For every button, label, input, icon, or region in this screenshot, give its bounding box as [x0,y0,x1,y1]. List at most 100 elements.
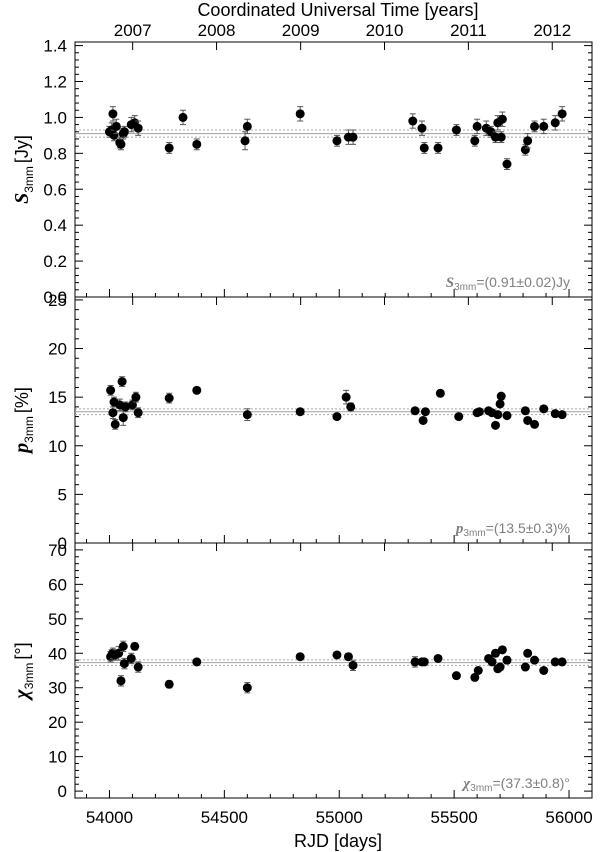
y-axis-symbol: S [11,193,33,204]
y-axis-unit: [Jy] [12,135,32,163]
y-tick-label: 0.6 [43,180,67,199]
data-point [118,413,128,423]
data-point [133,408,143,418]
data-point [242,410,252,420]
panel-flux: 0.00.20.40.60.81.01.21.4S3mm[Jy]S3mm=(0.… [11,37,593,307]
data-point [410,406,420,416]
data-point [242,683,252,693]
top-year-label: 2012 [533,21,571,40]
data-point [295,109,305,119]
data-point [472,121,482,131]
summary-annotation: χ3mm=(37.3±0.8)° [461,775,570,794]
panel-frame [74,296,593,544]
x-tick-label: 56000 [545,808,592,827]
data-point [110,419,120,429]
data-point [490,648,500,658]
y-axis-subscript: 3mm [22,416,36,443]
data-point [419,143,429,153]
summary-annotation: S3mm=(0.91±0.02)Jy [446,274,570,293]
data-point [523,415,533,425]
data-point [530,121,540,131]
data-point [178,112,188,122]
y-tick-label: 30 [48,679,67,698]
y-tick-label: 20 [48,713,67,732]
data-point [408,116,418,126]
data-point [118,641,128,651]
summary-symbol: χ [461,776,471,792]
data-point [520,145,530,155]
y-axis-symbol: p [11,443,33,455]
top-year-label: 2011 [450,21,487,40]
data-point [470,672,480,682]
data-point [502,655,512,665]
data-point [497,114,507,124]
data-point [192,385,202,395]
y-axis-unit: [%] [12,387,32,413]
data-point [348,132,358,142]
data-point [192,139,202,149]
summary-symbol: S [446,275,454,291]
x-axis-title: RJD [days] [294,831,382,851]
y-tick-label: 0.0 [43,288,67,307]
y-tick-label: 50 [48,610,67,629]
data-point [550,657,560,667]
y-tick-label: 1.4 [43,37,67,56]
data-point [119,127,129,137]
data-point [557,657,567,667]
data-point [130,641,140,651]
y-tick-label: 1.2 [43,73,67,92]
data-point [539,404,549,414]
y-tick-label: 10 [48,748,67,767]
y-tick-label: 0.8 [43,144,67,163]
y-tick-label: 0.4 [43,216,67,235]
summary-subscript: 3mm [454,282,476,293]
data-point [133,123,143,133]
x-tick-label: 54000 [86,808,133,827]
y-tick-label: 60 [48,575,67,594]
summary-subscript: 3mm [470,783,492,794]
data-point [420,407,430,417]
data-point [495,399,505,409]
y-axis-subscript: 3mm [22,663,36,690]
data-point [497,645,507,655]
data-point [106,385,116,395]
data-point [346,402,356,412]
top-time-axis: Coordinated Universal Time [years] 2007 2… [114,0,571,40]
top-year-label: 2007 [114,21,152,40]
data-point [502,159,512,169]
data-point [332,136,342,146]
data-point [192,657,202,667]
data-point [487,657,497,667]
data-point [451,671,461,681]
panel-frame [74,41,593,298]
data-point [496,391,506,401]
top-year-label: 2009 [282,21,320,40]
y-tick-label: 5 [58,485,67,504]
x-tick-label: 54500 [201,808,248,827]
summary-symbol: p [454,521,464,537]
data-point [530,655,540,665]
y-tick-label: 25 [48,291,67,310]
data-point [164,679,174,689]
y-tick-label: 0 [58,534,67,553]
data-point [454,412,464,422]
data-point [493,410,503,420]
data-point [557,410,567,420]
data-point [418,415,428,425]
y-tick-label: 10 [48,437,67,456]
data-point [490,420,500,430]
data-point [550,118,560,128]
data-point [133,662,143,672]
data-point [343,652,353,662]
data-point [348,660,358,670]
data-point [520,662,530,672]
data-point [242,121,252,131]
y-axis-title: p3mm [%] [11,387,36,455]
data-point [474,407,484,417]
summary-annotation: p3mm=(13.5±0.3)% [454,520,570,539]
data-point [523,136,533,146]
data-point [117,377,127,387]
summary-value: =(0.91±0.02)Jy [476,274,570,290]
